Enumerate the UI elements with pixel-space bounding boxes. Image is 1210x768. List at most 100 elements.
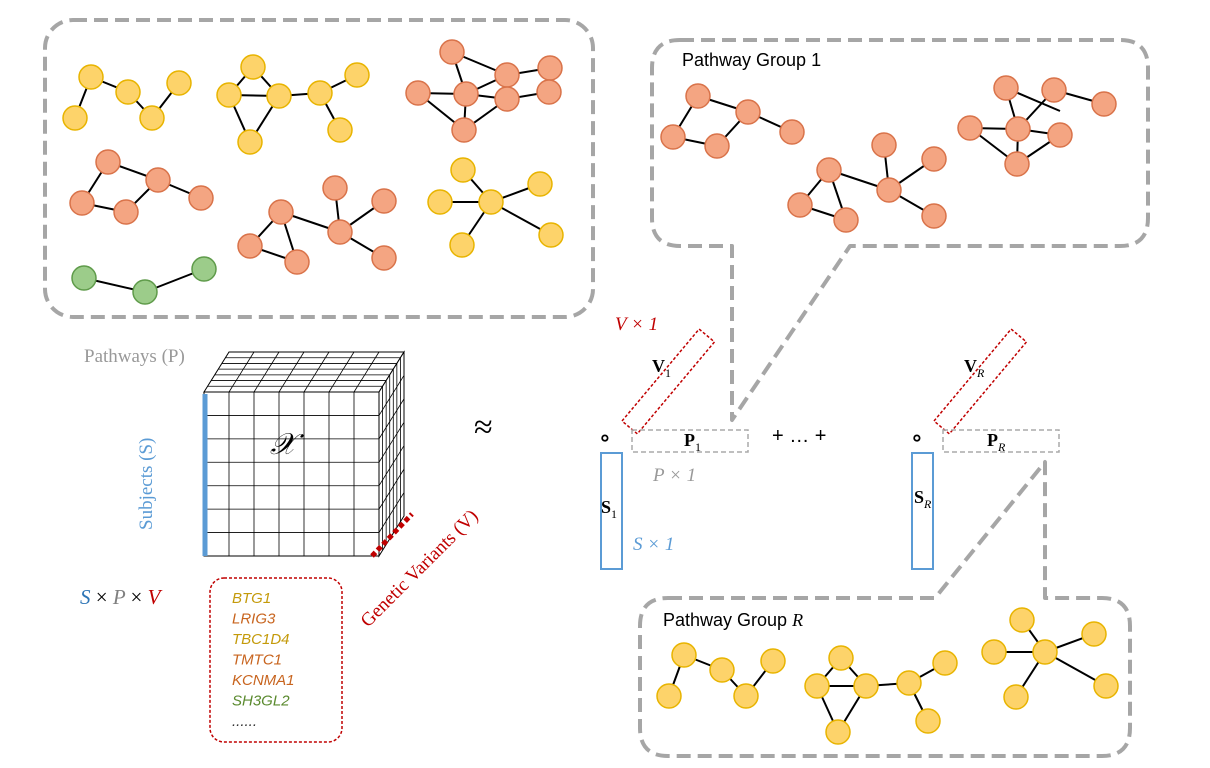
node — [828, 645, 854, 671]
node — [237, 129, 263, 155]
node — [451, 117, 477, 143]
node — [69, 190, 95, 216]
outer-product-r: ∘ — [910, 425, 924, 450]
node — [266, 83, 292, 109]
p1-vector — [631, 429, 749, 453]
node — [145, 167, 171, 193]
node — [921, 203, 947, 229]
node — [71, 265, 97, 291]
node — [915, 708, 941, 734]
node — [494, 62, 520, 88]
node — [1047, 122, 1073, 148]
tensor-cube — [203, 350, 405, 558]
dim-v: V — [148, 585, 163, 609]
node — [450, 157, 476, 183]
node — [344, 62, 370, 88]
s1-subscript: 1 — [611, 507, 617, 521]
grid-line — [303, 351, 330, 393]
sr-label: SR — [914, 487, 932, 511]
sr-vector — [911, 452, 934, 570]
v1-vector — [620, 328, 716, 435]
graph-orange-cycle — [69, 149, 214, 225]
node — [671, 642, 697, 668]
grid-line — [328, 351, 355, 393]
pathway-group-1-bubble — [650, 38, 1150, 422]
node — [833, 207, 859, 233]
node — [537, 55, 563, 81]
gene-name: KCNMA1 — [232, 672, 295, 689]
dim-s: S — [80, 585, 91, 609]
approx-symbol: ≈ — [474, 409, 493, 446]
node — [166, 70, 192, 96]
vr-label: VR — [964, 356, 985, 380]
subjects-label: Subjects (S) — [136, 438, 157, 530]
node — [191, 256, 217, 282]
node — [804, 673, 830, 699]
node — [1009, 607, 1035, 633]
node — [132, 279, 158, 305]
graphs-layer — [62, 39, 1119, 745]
node — [115, 79, 141, 105]
grid-line — [378, 375, 405, 416]
gene-name: SH3GL2 — [232, 693, 290, 710]
node — [453, 81, 479, 107]
node — [188, 185, 214, 211]
node — [1003, 684, 1029, 710]
group1-title: Pathway Group 1 — [682, 50, 821, 70]
node — [1081, 621, 1107, 647]
node — [876, 177, 902, 203]
cube-grid — [204, 351, 405, 556]
tensor-dimensions: S × P × V — [80, 585, 163, 609]
node — [240, 54, 266, 80]
graph-orange-star — [237, 175, 397, 275]
s-dimension-label: S × 1 — [633, 534, 674, 555]
graph-green-chain — [71, 256, 217, 305]
node — [1032, 639, 1058, 665]
node — [981, 639, 1007, 665]
graph-orange-dense — [405, 39, 563, 143]
pathway-collection-box — [43, 18, 595, 319]
dim-times-2: × — [131, 585, 143, 609]
groupR-title-var: R — [791, 610, 803, 630]
pathway-group-r-bubble — [638, 460, 1132, 758]
grid-line — [378, 422, 405, 463]
node — [284, 249, 310, 275]
node — [449, 232, 475, 258]
node — [439, 39, 465, 65]
group1-graph-cycle — [660, 83, 805, 159]
pr-vector — [942, 429, 1060, 453]
node — [62, 105, 88, 131]
graph-yellow-triangle — [216, 54, 370, 155]
node — [704, 133, 730, 159]
sr-subscript: R — [923, 497, 932, 511]
pathways-label: Pathways (P) — [84, 346, 185, 367]
node — [932, 650, 958, 676]
dim-times-1: × — [96, 585, 108, 609]
graph-yellow-star — [427, 157, 564, 258]
cube-front-face — [203, 391, 380, 557]
v1-label: V1 — [652, 356, 671, 380]
grid-line — [378, 492, 405, 533]
p1-subscript: 1 — [695, 440, 701, 454]
node — [113, 199, 139, 225]
node — [656, 683, 682, 709]
node — [993, 75, 1019, 101]
node — [779, 119, 805, 145]
node — [527, 171, 553, 197]
grid-line — [378, 398, 405, 440]
node — [853, 673, 879, 699]
node — [709, 657, 735, 683]
gene-name: LRIG3 — [232, 611, 276, 628]
node — [268, 199, 294, 225]
node — [1004, 151, 1030, 177]
node — [825, 719, 851, 745]
node — [216, 82, 242, 108]
node — [405, 80, 431, 106]
groupR-graph-triangle — [804, 645, 958, 745]
node — [1041, 77, 1067, 103]
node — [371, 188, 397, 214]
node — [957, 115, 983, 141]
node — [1005, 116, 1031, 142]
s1-label: S1 — [601, 497, 617, 521]
